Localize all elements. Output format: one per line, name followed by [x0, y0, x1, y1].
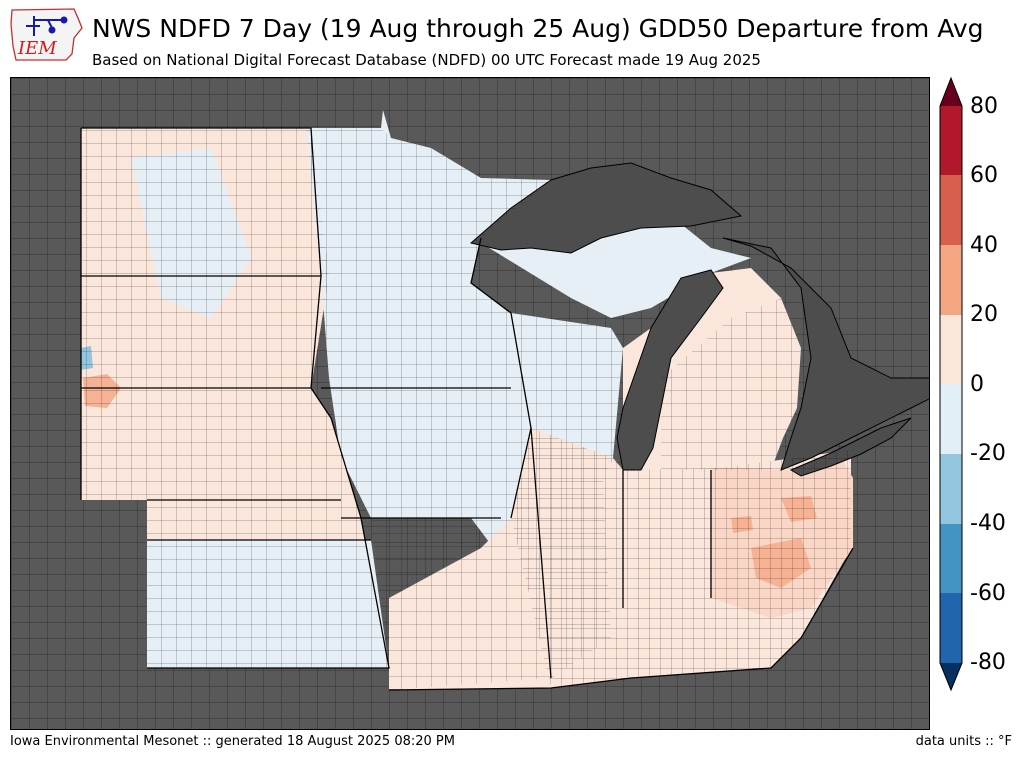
lake-superior: [469, 162, 743, 254]
colorbar-label-minus40: -40: [970, 511, 1006, 536]
iem-logo-text: IEM: [17, 38, 57, 59]
colorbar-label-minus20: -20: [970, 441, 1006, 466]
weather-station-icon: [26, 16, 68, 36]
colorbar-label-80: 80: [970, 94, 998, 119]
colorbar-label-minus60: -60: [970, 581, 1006, 606]
colorbar: [939, 76, 963, 692]
colorbar-label-minus80: -80: [970, 650, 1006, 675]
colorbar-label-40: 40: [970, 233, 998, 258]
colorbar-over-triangle: [940, 78, 962, 106]
iem-logo: IEM: [10, 8, 83, 61]
colorbar-label-0: 0: [970, 372, 984, 397]
lake-huron: [722, 237, 929, 471]
footer-units: data units :: °F: [915, 734, 1012, 749]
state-borders: [80, 127, 854, 691]
map-title: NWS NDFD 7 Day (19 Aug through 25 Aug) G…: [92, 14, 984, 43]
colorbar-bin-0-20: [940, 315, 962, 384]
colorbar-bin-60-80: [940, 106, 962, 175]
colorbar-bin-40-60: [940, 175, 962, 245]
map-subtitle: Based on National Digital Forecast Datab…: [92, 51, 761, 69]
colorbar-label-20: 20: [970, 302, 998, 327]
colorbar-bin-minus60-minus40: [940, 524, 962, 593]
colorbar-bin-20-40: [940, 245, 962, 315]
colorbar-bin-minus80-minus60: [940, 593, 962, 663]
county-lines-east: [511, 428, 851, 688]
colorbar-under-triangle: [940, 663, 962, 690]
colorbar-bin-minus40-minus20: [940, 454, 962, 524]
county-lines-west: [81, 128, 389, 668]
forecast-map: [10, 77, 930, 730]
colorbar-outline: [939, 76, 963, 692]
footer-credit: Iowa Environmental Mesonet :: generated …: [10, 734, 455, 749]
colorbar-label-60: 60: [970, 163, 998, 188]
colorbar-bin-minus20-0: [940, 384, 962, 454]
county-lines-michigan: [661, 298, 801, 470]
